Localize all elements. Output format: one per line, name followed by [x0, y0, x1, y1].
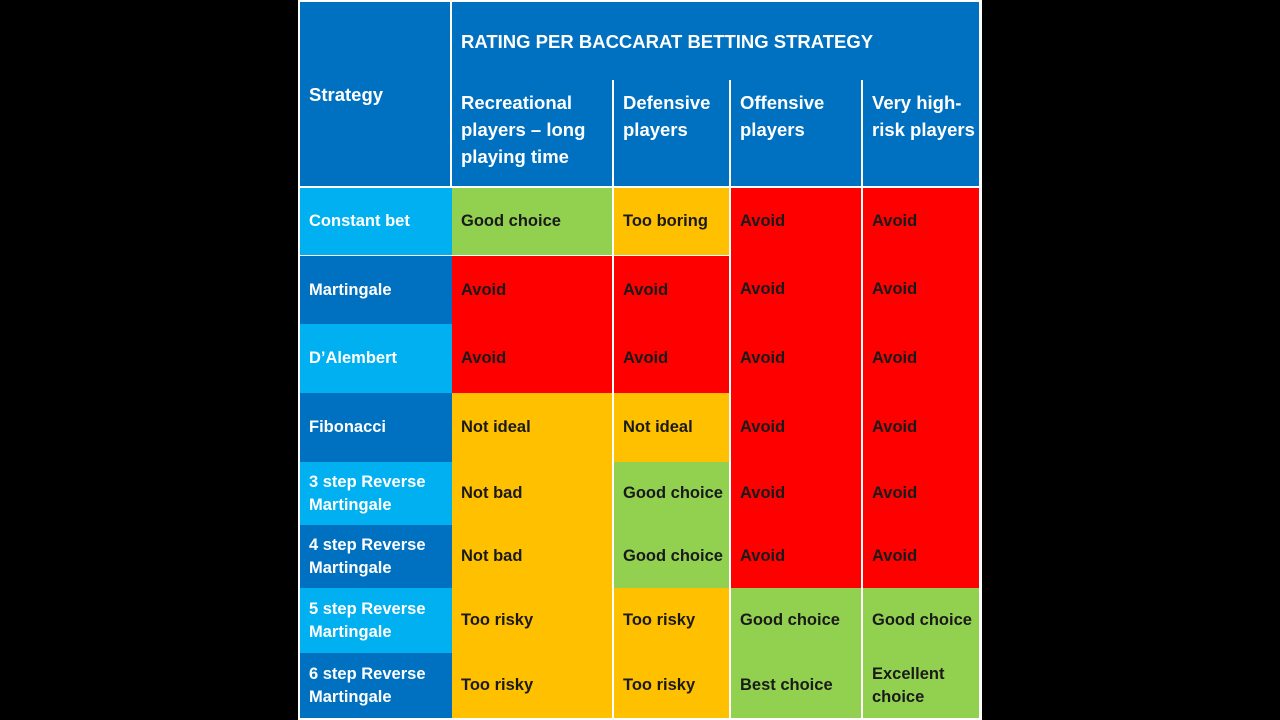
strategy-header-cell: Strategy [300, 2, 450, 186]
rating-cell: Avoid [731, 188, 861, 255]
row-label-4-step-reverse-martingale: 4 step Reverse Martingale [300, 525, 452, 588]
rating-cell: Good choice [863, 588, 979, 653]
rating-cell: Avoid [863, 255, 979, 324]
header-divider [612, 80, 614, 186]
column-header-recreational: Recreational players – long playing time [452, 80, 612, 186]
rating-cell: Avoid [731, 393, 861, 462]
rating-cell: Good choice [614, 462, 729, 525]
table-title: RATING PER BACCARAT BETTING STRATEGY [461, 30, 874, 52]
rating-cell: Avoid [863, 393, 979, 462]
rating-cell: Avoid [731, 324, 861, 393]
rating-cell: Good choice [614, 525, 729, 588]
rating-cell: Avoid [614, 256, 729, 324]
row-label-3-step-reverse-martingale: 3 step Reverse Martingale [300, 462, 452, 525]
column-header-offensive: Offensive players [731, 80, 861, 186]
rating-cell: Not ideal [452, 393, 612, 462]
header-divider [861, 80, 863, 186]
rating-table: Strategy RATING PER BACCARAT BETTING STR… [298, 0, 982, 720]
row-label-martingale: Martingale [300, 256, 452, 324]
rating-cell: Avoid [863, 462, 979, 525]
row-label-fibonacci: Fibonacci [300, 393, 452, 462]
rating-cell: Avoid [614, 324, 729, 393]
strategy-header: Strategy [309, 83, 384, 105]
rating-cell: Avoid [452, 256, 612, 324]
rating-cell: Too risky [452, 588, 612, 653]
rating-cell: Avoid [731, 462, 861, 525]
rating-cell: Too boring [614, 188, 729, 255]
column-header-very-high-risk: Very high-risk players [863, 80, 979, 186]
column-header-defensive: Defensive players [614, 80, 729, 186]
rating-cell: Avoid [452, 324, 612, 393]
row-label-5-step-reverse-martingale: 5 step Reverse Martingale [300, 588, 452, 653]
rating-cell: Best choice [731, 653, 861, 718]
rating-cell: Not ideal [614, 393, 729, 462]
rating-cell: Good choice [452, 188, 612, 255]
rating-cell: Too risky [452, 653, 612, 718]
rating-cell: Excellent choice [863, 653, 979, 718]
rating-cell: Avoid [731, 255, 861, 324]
table-title-cell: RATING PER BACCARAT BETTING STRATEGY [452, 2, 979, 80]
rating-cell: Not bad [452, 525, 612, 588]
rating-cell: Avoid [863, 525, 979, 588]
rating-cell: Not bad [452, 462, 612, 525]
rating-cell: Avoid [863, 188, 979, 255]
header-divider [450, 2, 452, 186]
row-label-constant-bet: Constant bet [300, 188, 452, 255]
rating-cell: Avoid [731, 525, 861, 588]
rating-cell: Avoid [863, 324, 979, 393]
rating-cell: Too risky [614, 653, 729, 718]
row-label-6-step-reverse-martingale: 6 step Reverse Martingale [300, 653, 452, 718]
row-label-dalembert: D’Alembert [300, 324, 452, 393]
header-divider [729, 80, 731, 186]
rating-cell: Good choice [731, 588, 861, 653]
rating-cell: Too risky [614, 588, 729, 653]
